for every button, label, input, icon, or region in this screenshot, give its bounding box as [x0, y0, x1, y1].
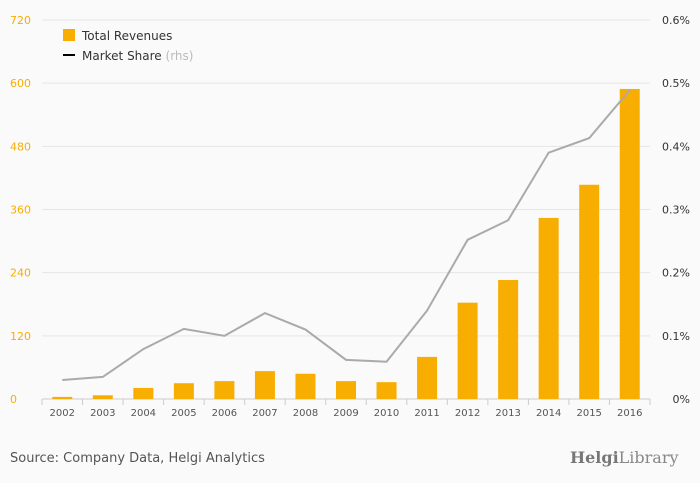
right-tick-label: 0.3% — [662, 204, 690, 217]
x-tick-label: 2002 — [50, 408, 75, 419]
bar-2005 — [173, 383, 194, 399]
x-tick-label: 2010 — [374, 408, 399, 419]
legend-swatch-revenues — [63, 29, 75, 41]
left-tick-label: 120 — [10, 330, 31, 343]
x-tick-label: 2014 — [536, 408, 561, 419]
market-share-line — [62, 89, 631, 382]
left-tick-label: 240 — [10, 267, 31, 280]
x-tick-label: 2012 — [455, 408, 480, 419]
bar-2013 — [498, 280, 519, 399]
left-tick-label: 720 — [10, 14, 31, 27]
bar-2006 — [214, 381, 235, 399]
legend-label-revenues: Total Revenues — [81, 29, 172, 43]
x-tick-label: 2016 — [617, 408, 642, 419]
chart: 0 120 240 360 480 600 720 0% 0.1% 0.2% 0.3% 0.4% 0.5… — [10, 14, 690, 419]
left-tick-label: 480 — [10, 140, 31, 153]
bar-2003 — [92, 395, 113, 399]
x-tick-label: 2006 — [212, 408, 237, 419]
legend-label-market-share: Market Share (rhs) — [82, 49, 193, 63]
x-tick-label: 2013 — [495, 408, 520, 419]
bar-2015 — [579, 184, 600, 399]
right-tick-label: 0.2% — [662, 267, 690, 280]
x-tick-label: 2008 — [293, 408, 318, 419]
right-tick-label: 0% — [673, 393, 690, 406]
x-tick-label: 2009 — [333, 408, 358, 419]
bar-2014 — [538, 217, 559, 399]
source-note: Source: Company Data, Helgi Analytics — [10, 451, 265, 466]
bar-2007 — [254, 371, 275, 399]
x-tick-label: 2004 — [131, 408, 156, 419]
helgi-library-logo[interactable]: HelgiLibrary — [570, 448, 679, 467]
bar-2004 — [133, 387, 154, 399]
x-tick-label: 2015 — [576, 408, 601, 419]
bar-2012 — [457, 302, 478, 399]
left-tick-label: 600 — [10, 77, 31, 90]
bar-2010 — [376, 382, 397, 399]
x-tick-label: 2007 — [252, 408, 277, 419]
right-tick-label: 0.5% — [662, 77, 690, 90]
bar-2002 — [52, 396, 73, 399]
right-tick-label: 0.1% — [662, 330, 690, 343]
right-tick-label: 0.6% — [662, 14, 690, 27]
left-tick-label: 360 — [10, 204, 31, 217]
x-tick-label: 2011 — [414, 408, 439, 419]
bar-2011 — [417, 356, 438, 399]
x-tick-label: 2005 — [171, 408, 196, 419]
left-tick-label: 0 — [10, 393, 17, 406]
bar-2009 — [336, 381, 356, 399]
bar-2016 — [619, 88, 640, 400]
right-tick-label: 0.4% — [662, 140, 690, 153]
x-tick-label: 2003 — [90, 408, 115, 419]
bar-2008 — [295, 373, 316, 399]
legend-rhs-note: (rhs) — [166, 49, 194, 63]
